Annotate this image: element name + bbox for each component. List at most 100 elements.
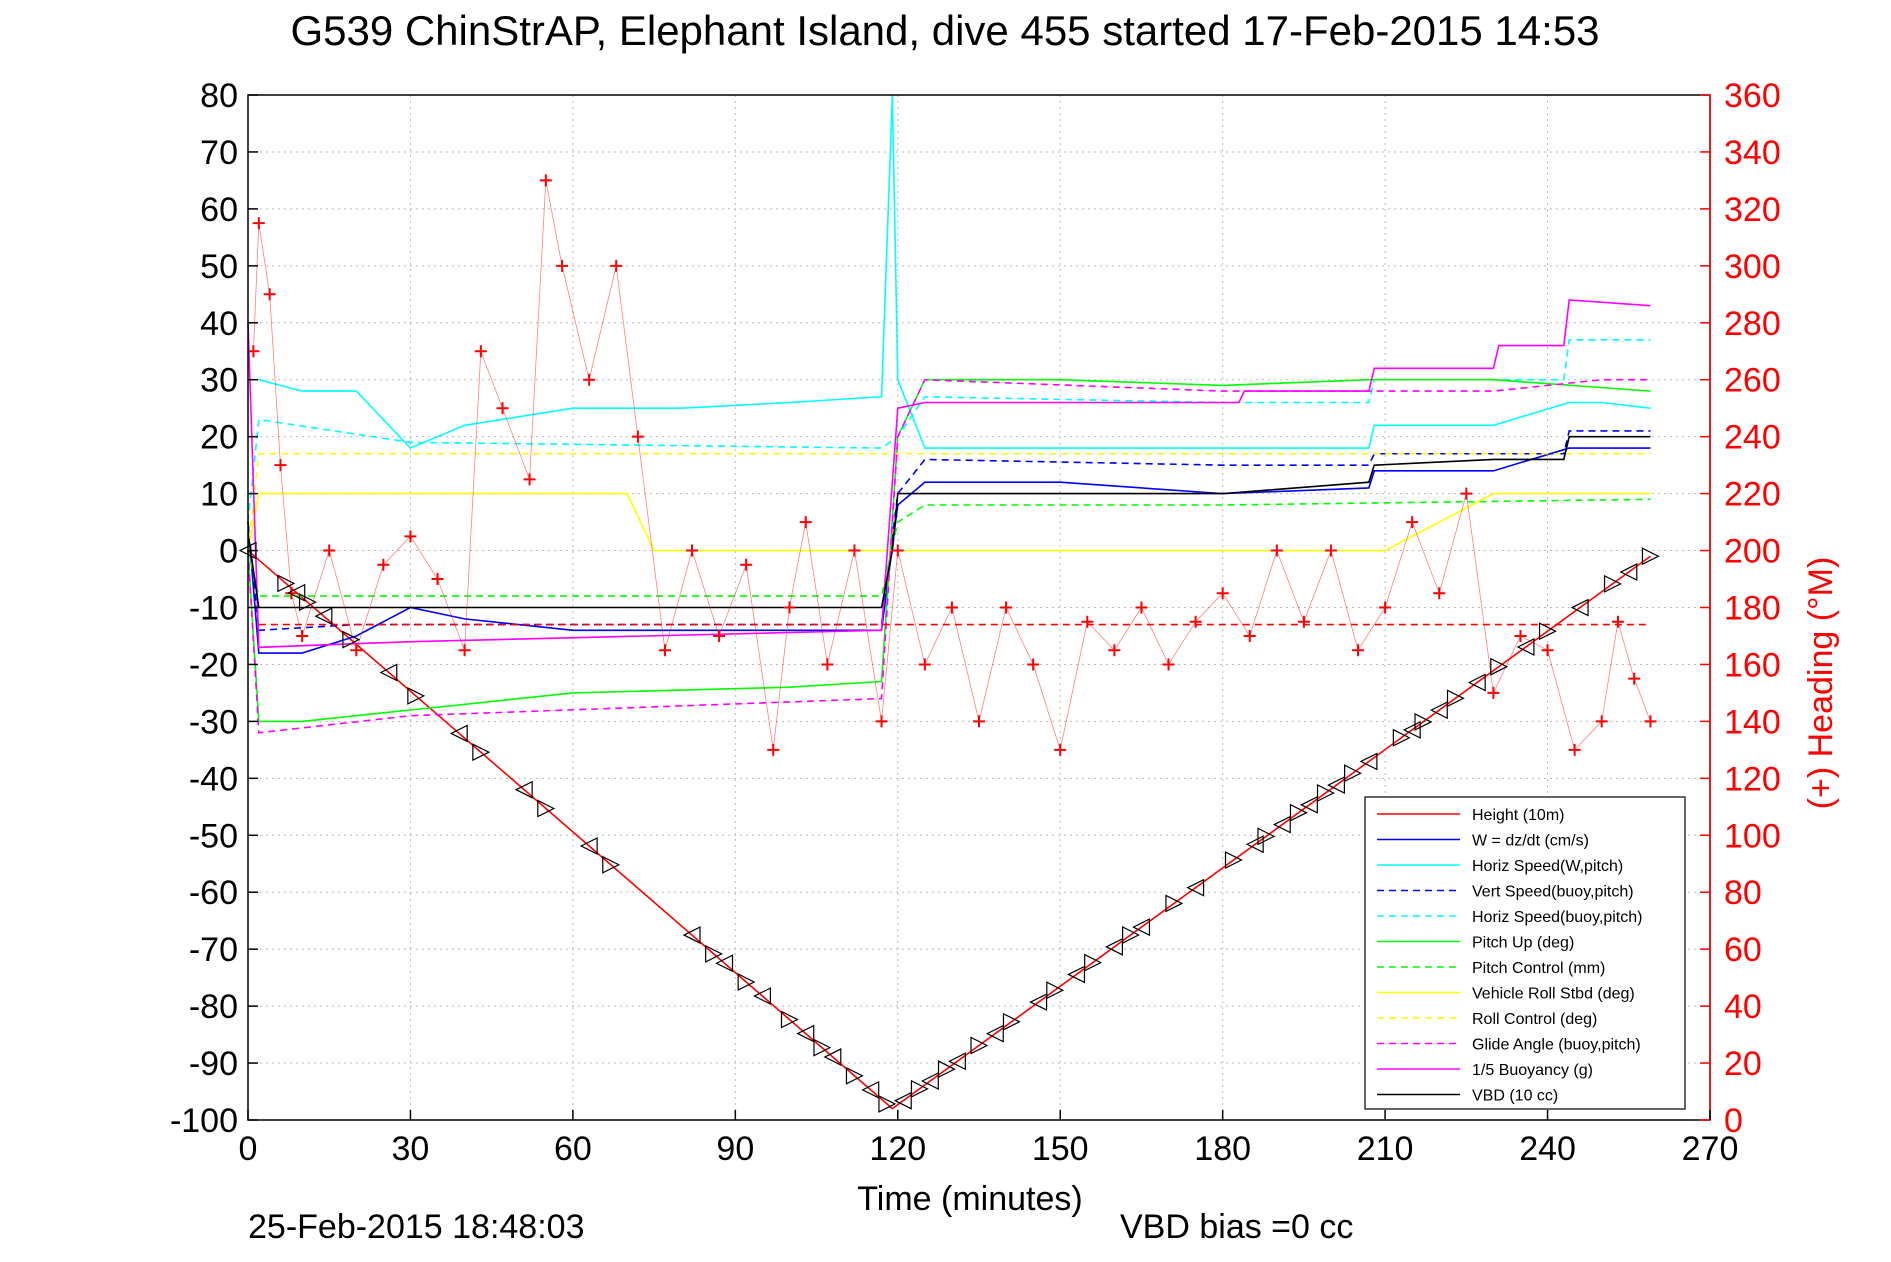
height-marker: [1516, 638, 1535, 656]
height-marker: [823, 1048, 842, 1067]
height-marker: [298, 593, 317, 612]
x-tick-label: 30: [392, 1130, 430, 1168]
y-tick-label: -10: [189, 590, 238, 628]
height-marker: [920, 1072, 939, 1090]
height-marker: [1272, 815, 1291, 834]
right-tick-label: 80: [1724, 874, 1762, 912]
footer-timestamp: 25-Feb-2015 18:48:03: [248, 1208, 584, 1246]
height-marker: [1257, 827, 1276, 846]
right-tick-label: 260: [1724, 362, 1781, 400]
right-tick-label: 320: [1724, 191, 1781, 229]
height-marker: [845, 1066, 864, 1085]
y-tick-label: -40: [189, 760, 238, 798]
height-marker: [947, 1052, 966, 1071]
height-marker: [682, 926, 701, 945]
heading-point: [1644, 715, 1657, 728]
y-tick-label: 50: [200, 248, 238, 286]
series-roll-control-deg: [247, 452, 1651, 551]
x-axis-label: Time (minutes): [857, 1180, 1082, 1218]
y-tick-label: -30: [189, 703, 238, 741]
legend-entry: Glide Angle (buoy,pitch): [1472, 1037, 1641, 1054]
series-heading: [247, 174, 1657, 756]
height-marker: [1165, 894, 1184, 913]
series-line: [247, 549, 1651, 1110]
height-marker: [893, 1091, 912, 1110]
series-line: [247, 339, 1651, 523]
legend-entry: Pitch Up (deg): [1472, 935, 1574, 952]
right-tick-label: 140: [1724, 703, 1781, 741]
height-marker: [1570, 598, 1589, 617]
series-line: [247, 299, 1651, 649]
y-tick-label: 0: [219, 533, 238, 571]
height-marker: [1002, 1012, 1021, 1031]
height-marker: [753, 987, 772, 1006]
x-tick-label: 270: [1682, 1130, 1739, 1168]
series-horiz-speed-buoy-pitch: [247, 339, 1651, 523]
height-marker: [579, 837, 598, 855]
height-marker: [537, 799, 556, 818]
legend-entry: VBD (10 cc): [1472, 1088, 1558, 1105]
series-vehicle-roll-stbd-deg: [247, 492, 1651, 552]
legend-entry: Vehicle Roll Stbd (deg): [1472, 986, 1635, 1003]
series-line: [247, 378, 1651, 723]
height-marker: [1344, 764, 1362, 783]
height-marker: [602, 855, 621, 874]
height-marker: [1538, 622, 1557, 641]
height-marker: [1402, 720, 1421, 739]
height-markers: [238, 541, 1660, 1113]
legend-entry: Roll Control (deg): [1472, 1011, 1597, 1028]
y-tick-label: -100: [170, 1102, 238, 1140]
height-marker: [449, 724, 468, 743]
height-marker: [813, 1038, 832, 1057]
legend-entry: 1/5 Buoyancy (g): [1472, 1062, 1593, 1079]
right-tick-label: 180: [1724, 590, 1781, 628]
height-marker: [277, 574, 296, 593]
height-marker: [715, 954, 734, 973]
height-marker: [1132, 918, 1151, 937]
height-marker: [1186, 878, 1205, 897]
legend-entry: Vert Speed(buoy,pitch): [1472, 884, 1634, 901]
legend: Height (10m) W = dz/dt (cm/s) Horiz Speed(…: [1364, 796, 1686, 1110]
series-line: [247, 435, 1651, 609]
height-marker: [737, 973, 756, 991]
y-axis-label-right: (+) Heading (°M): [1802, 557, 1840, 810]
y-tick-label: -90: [189, 1045, 238, 1083]
height-marker: [1245, 835, 1264, 854]
y-tick-label: 20: [200, 419, 238, 457]
axes: 0 30 60 90 120 150 180 210 240 270 80 70 60 50 40 30 20 1…: [170, 77, 1781, 1168]
height-marker: [1084, 953, 1103, 972]
height-marker: [910, 1079, 929, 1098]
y-tick-label: -70: [189, 931, 238, 969]
height-marker: [1289, 803, 1308, 822]
height-marker: [514, 780, 533, 799]
height-marker: [1067, 965, 1086, 984]
y-tick-label: -50: [189, 817, 238, 855]
y-tick-label: 40: [200, 305, 238, 343]
height-marker: [472, 743, 491, 762]
y-tick-label: -80: [189, 988, 238, 1026]
right-tick-label: 220: [1724, 476, 1781, 514]
height-marker: [1429, 701, 1448, 720]
height-marker: [985, 1024, 1004, 1043]
legend-box: [1364, 796, 1686, 1110]
legend-entry: Horiz Speed(W,pitch): [1472, 858, 1623, 875]
chart-title: G539 ChinStrAP, Elephant Island, dive 45…: [290, 7, 1599, 54]
series-pitch-up-deg: [247, 378, 1651, 723]
legend-entry: Horiz Speed(buoy,pitch): [1472, 909, 1642, 926]
series-height-10m: [247, 549, 1651, 1110]
height-marker: [1316, 784, 1335, 802]
series-pitch-control-mm: [247, 498, 1651, 597]
height-marker: [1619, 563, 1638, 582]
height-marker: [705, 944, 724, 963]
height-marker: [1029, 993, 1048, 1012]
right-tick-label: 160: [1724, 646, 1781, 684]
x-tick-label: 90: [716, 1130, 754, 1168]
series-line: [247, 378, 1651, 734]
x-tick-label: 210: [1357, 1130, 1414, 1168]
y-tick-label: 30: [200, 362, 238, 400]
height-marker: [1603, 574, 1622, 593]
series-layer: [238, 94, 1660, 1113]
height-marker: [287, 583, 306, 602]
right-tick-label: 240: [1724, 419, 1781, 457]
right-tick-label: 340: [1724, 134, 1781, 172]
